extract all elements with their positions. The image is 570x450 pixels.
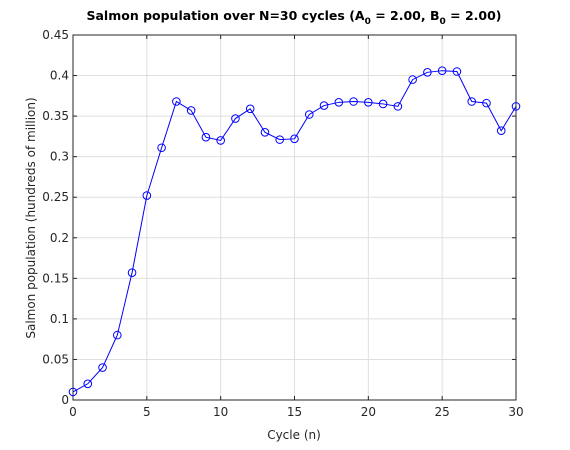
data-point <box>393 102 403 111</box>
y-tick-label: 0.4 <box>50 69 69 83</box>
data-point <box>83 379 93 389</box>
data-point <box>245 104 255 114</box>
title-b-subscript: 0 <box>440 17 446 27</box>
title-middle: = 2.00, B <box>371 8 440 23</box>
y-tick-label: 0 <box>61 393 69 407</box>
y-tick-label: 0.1 <box>50 312 69 326</box>
data-point <box>68 387 78 397</box>
data-point <box>496 126 506 136</box>
data-point <box>378 99 388 109</box>
y-tick-label: 0.2 <box>50 231 69 245</box>
x-tick-label: 5 <box>143 405 151 419</box>
series <box>68 66 521 397</box>
data-point <box>142 191 152 200</box>
data-point <box>482 98 491 108</box>
chart-title: Salmon population over N=30 cycles (A0 =… <box>86 8 501 27</box>
data-point <box>260 128 270 137</box>
data-point <box>304 110 314 119</box>
data-point <box>334 98 344 107</box>
data-point <box>172 97 181 106</box>
ticks: 0 5 10 15 20 25 30 0 0.05 0.1 0.15 0.2 0.25 0.3 0.35 0.… <box>42 28 523 419</box>
data-point <box>127 268 137 277</box>
data-point <box>157 143 166 153</box>
data-point <box>467 97 477 106</box>
y-tick-label: 0.05 <box>42 352 69 366</box>
x-tick-label: 25 <box>435 405 450 419</box>
data-point <box>408 75 417 84</box>
data-point <box>290 134 299 144</box>
data-point <box>113 330 122 340</box>
x-axis-label: Cycle (n) <box>267 428 321 442</box>
series-line <box>72 70 517 393</box>
data-point <box>423 68 432 77</box>
data-point <box>349 97 358 106</box>
y-tick-label: 0.15 <box>42 271 69 285</box>
data-point <box>98 363 107 372</box>
grid <box>72 34 517 401</box>
data-point <box>437 66 447 75</box>
y-axis-label: Salmon population (hundreds of million) <box>24 97 38 338</box>
y-tick-label: 0.3 <box>50 150 69 164</box>
data-point <box>216 136 225 145</box>
y-tick-label: 0.35 <box>42 109 69 123</box>
data-point <box>452 67 462 76</box>
x-tick-label: 15 <box>287 405 302 419</box>
data-point <box>231 114 240 123</box>
data-point <box>319 101 329 110</box>
y-tick-label: 0.25 <box>42 190 69 204</box>
x-tick-label: 30 <box>508 405 523 419</box>
x-tick-label: 0 <box>69 405 77 419</box>
x-tick-label: 10 <box>213 405 228 419</box>
title-a-subscript: 0 <box>365 17 371 27</box>
title-suffix: = 2.00) <box>446 8 502 23</box>
x-tick-label: 20 <box>361 405 376 419</box>
data-point <box>275 135 285 144</box>
data-point <box>364 98 373 107</box>
data-point <box>201 132 211 142</box>
data-point <box>511 102 521 111</box>
data-point <box>186 106 196 115</box>
title-prefix: Salmon population over N=30 cycles (A <box>86 8 364 23</box>
y-tick-label: 0.45 <box>42 28 69 42</box>
